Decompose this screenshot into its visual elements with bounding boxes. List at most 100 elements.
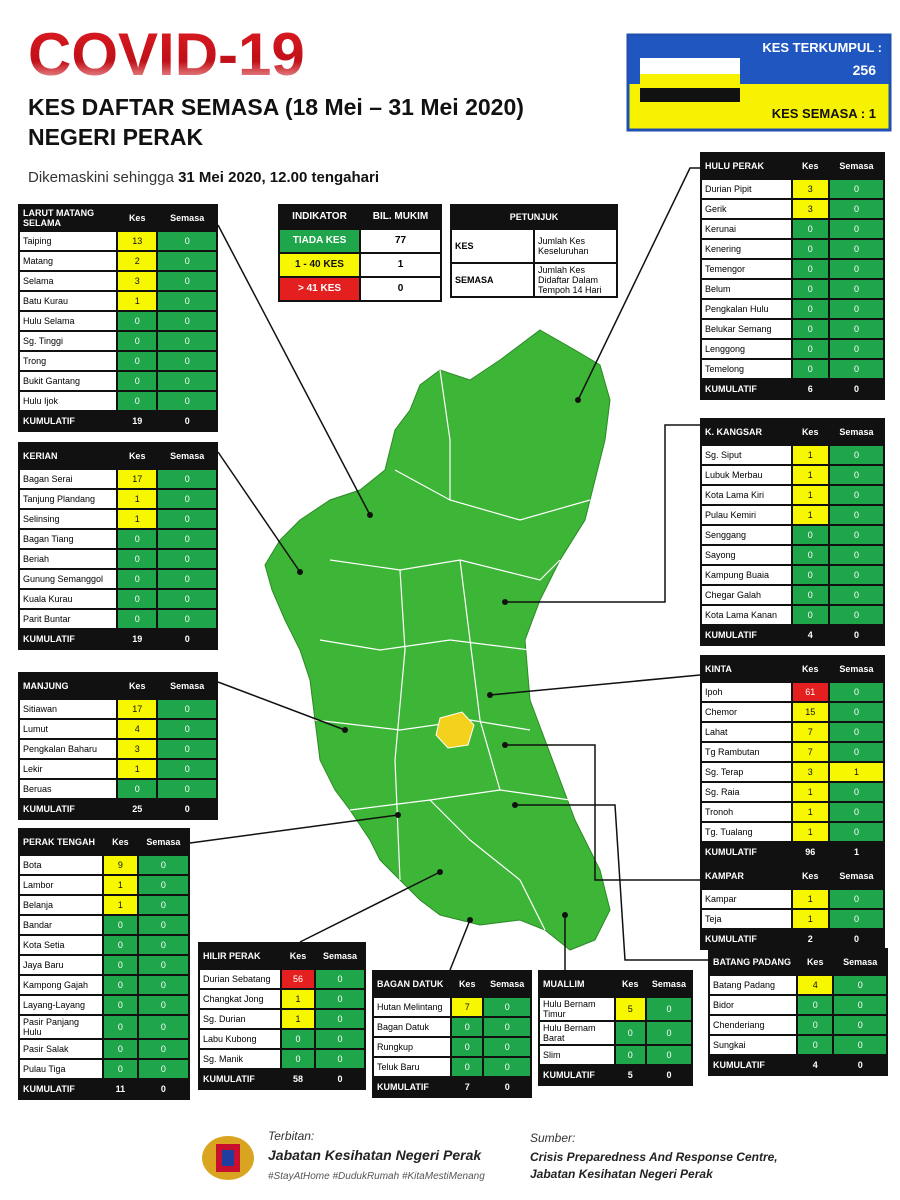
locality-name: Pengkalan Hulu	[702, 300, 791, 318]
active: 0	[829, 910, 883, 928]
total-cell: 96	[792, 843, 828, 861]
header-row: MUALLIM Kes Semasa	[540, 972, 691, 996]
indicator-table: INDIKATOR BIL. MUKIM TIADA KES 77 1 - 40 KES…	[278, 204, 442, 302]
total-cell: KUMULATIF	[702, 380, 791, 398]
cases: 1	[118, 292, 157, 310]
locality-row: Kampung Buaia 0 0	[702, 566, 883, 584]
active: 0	[158, 570, 216, 588]
active-value: 1	[869, 106, 876, 121]
header-cell: Semasa	[484, 972, 530, 996]
leader-lines	[189, 167, 708, 971]
locality-row: Senggang 0 0	[702, 526, 883, 544]
total-cell: KUMULATIF	[702, 930, 791, 948]
locality-name: Lambor	[20, 876, 102, 894]
cases: 1	[118, 760, 157, 778]
legend-row: KES Jumlah Kes Keseluruhan	[452, 230, 616, 262]
active: 0	[158, 530, 216, 548]
header-cell: Semasa	[829, 864, 883, 888]
district-name: KAMPAR	[702, 864, 791, 888]
locality-row: Tg. Tualang 1 0	[702, 823, 883, 841]
locality-row: Lambor 1 0	[20, 876, 188, 894]
locality-row: Batu Kurau 1 0	[20, 292, 216, 310]
cases: 1	[792, 890, 828, 908]
updated: Dikemaskini sehingga 31 Mei 2020, 12.00 …	[28, 169, 379, 186]
cases: 0	[452, 1058, 483, 1076]
total-cell: 4	[792, 626, 828, 644]
cases: 0	[792, 300, 828, 318]
locality-row: Gunung Semanggol 0 0	[20, 570, 216, 588]
total-cell: 0	[138, 1080, 188, 1098]
hashtags: #StayAtHome #DudukRumah #KitaMestiMenang	[268, 1171, 485, 1182]
indicator-row: TIADA KES 77	[280, 230, 440, 252]
active: 0	[138, 976, 188, 994]
header-row: KINTA Kes Semasa	[702, 657, 883, 681]
locality-row: Sg. Durian 1 0	[200, 1010, 364, 1028]
total-cell: 19	[118, 630, 157, 648]
cases: 3	[792, 763, 828, 781]
district-name: BAGAN DATUK	[374, 972, 450, 996]
total-cell: 19	[118, 412, 157, 430]
active: 0	[829, 486, 883, 504]
cases: 1	[792, 823, 828, 841]
district-name: K. KANGSAR	[702, 420, 791, 444]
locality-row: Pengkalan Hulu 0 0	[702, 300, 883, 318]
locality-name: Lubuk Merbau	[702, 466, 791, 484]
cases: 0	[798, 996, 833, 1014]
locality-row: Kota Lama Kiri 1 0	[702, 486, 883, 504]
total-row: KUMULATIF 25 0	[20, 800, 216, 818]
cases: 0	[118, 392, 157, 410]
cases: 61	[792, 683, 828, 701]
active: 0	[829, 723, 883, 741]
source-line: Crisis Preparedness And Response Centre,	[530, 1150, 778, 1164]
district-name: KINTA	[702, 657, 791, 681]
locality-name: Kota Lama Kiri	[702, 486, 791, 504]
locality-name: Sg. Durian	[200, 1010, 280, 1028]
leader-dots	[297, 397, 581, 923]
locality-row: Belukar Semang 0 0	[702, 320, 883, 338]
locality-row: Hutan Melintang 7 0	[374, 998, 530, 1016]
district-table: KINTA Kes Semasa Ipoh 61 0 Chemor 15 0 Lahat 7 0 Tg …	[700, 655, 885, 863]
cases: 1	[118, 490, 157, 508]
coat-of-arms	[202, 1136, 254, 1180]
cases: 0	[104, 1016, 137, 1038]
cases: 0	[118, 530, 157, 548]
locality-row: Bidor 0 0	[710, 996, 886, 1014]
state: NEGERI PERAK	[28, 124, 203, 150]
total-cell: 0	[829, 380, 883, 398]
active: 0	[829, 803, 883, 821]
cases: 0	[118, 550, 157, 568]
locality-name: Temelong	[702, 360, 791, 378]
district-table: MANJUNG Kes Semasa Sitiawan 17 0 Lumut 4 0 Pengka…	[18, 672, 218, 820]
cases: 3	[118, 740, 157, 758]
locality-name: Bidor	[710, 996, 796, 1014]
locality-row: Hulu Selama 0 0	[20, 312, 216, 330]
active: 0	[484, 998, 530, 1016]
locality-name: Parit Buntar	[20, 610, 116, 628]
locality-row: Sg. Raia 1 0	[702, 783, 883, 801]
cases: 0	[282, 1050, 314, 1068]
locality-name: Layang-Layang	[20, 996, 102, 1014]
cases: 0	[798, 1036, 833, 1054]
total-row: KUMULATIF 2 0	[702, 930, 883, 948]
total-row: KUMULATIF 19 0	[20, 412, 216, 430]
locality-name: Bagan Serai	[20, 470, 116, 488]
locality-name: Sg. Raia	[702, 783, 791, 801]
total-cell: KUMULATIF	[702, 843, 791, 861]
locality-name: Slim	[540, 1046, 614, 1064]
total-row: KUMULATIF 11 0	[20, 1080, 188, 1098]
cases: 0	[792, 360, 828, 378]
locality-row: Sayong 0 0	[702, 546, 883, 564]
cases: 0	[104, 1060, 137, 1078]
total-cell: KUMULATIF	[20, 412, 116, 430]
header-cell: Kes	[792, 864, 828, 888]
cases: 0	[792, 240, 828, 258]
active: 0	[138, 956, 188, 974]
active: 0	[138, 916, 188, 934]
header-cell: Semasa	[829, 420, 883, 444]
cases: 0	[118, 780, 157, 798]
summary-box: KES TERKUMPUL : 256 KES SEMASA : 1	[626, 33, 892, 132]
locality-name: Lahat	[702, 723, 791, 741]
locality-row: Slim 0 0	[540, 1046, 691, 1064]
total-cell: 58	[282, 1070, 314, 1088]
locality-row: Sg. Terap 3 1	[702, 763, 883, 781]
